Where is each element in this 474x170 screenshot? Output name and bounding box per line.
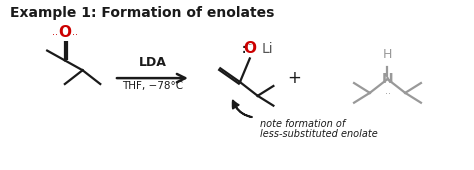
- Text: Li: Li: [262, 42, 273, 56]
- Text: ··: ··: [247, 42, 253, 50]
- Text: note formation of: note formation of: [260, 120, 345, 129]
- Text: LDA: LDA: [138, 56, 166, 69]
- Text: +: +: [287, 69, 301, 87]
- Text: ··: ··: [52, 30, 58, 40]
- Text: ··: ··: [385, 89, 392, 99]
- FancyArrowPatch shape: [233, 100, 252, 117]
- Text: THF, −78°C: THF, −78°C: [122, 81, 183, 91]
- Text: N: N: [382, 72, 393, 86]
- Text: H: H: [383, 48, 392, 61]
- Text: O: O: [243, 41, 256, 56]
- Text: O: O: [58, 25, 72, 40]
- Text: ··: ··: [72, 30, 78, 40]
- Text: Example 1: Formation of enolates: Example 1: Formation of enolates: [10, 6, 274, 20]
- Text: less-substituted enolate: less-substituted enolate: [260, 129, 377, 139]
- Text: :: :: [239, 42, 248, 56]
